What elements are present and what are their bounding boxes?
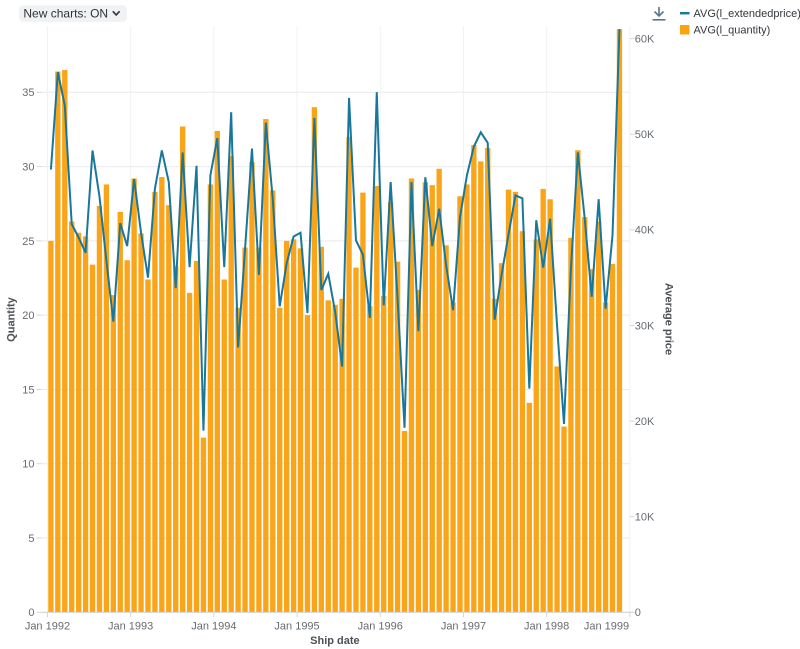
svg-text:15: 15 <box>22 384 34 396</box>
svg-text:40K: 40K <box>635 225 655 237</box>
svg-text:20K: 20K <box>635 416 655 428</box>
svg-text:60K: 60K <box>635 34 655 46</box>
svg-text:Jan 1998: Jan 1998 <box>524 621 569 633</box>
svg-text:Jan 1992: Jan 1992 <box>25 621 70 633</box>
svg-text:30K: 30K <box>635 320 655 332</box>
svg-text:Jan 1993: Jan 1993 <box>108 621 153 633</box>
svg-text:Jan 1999: Jan 1999 <box>584 621 629 633</box>
svg-text:Average price: Average price <box>663 283 675 355</box>
svg-text:AVG(l_extendedprice): AVG(l_extendedprice) <box>694 8 800 20</box>
svg-text:5: 5 <box>28 533 34 545</box>
svg-text:0: 0 <box>635 607 641 619</box>
svg-text:Jan 1997: Jan 1997 <box>441 621 486 633</box>
svg-text:Ship date: Ship date <box>310 635 360 647</box>
svg-text:Quantity: Quantity <box>6 296 18 341</box>
svg-text:Jan 1996: Jan 1996 <box>358 621 403 633</box>
svg-text:50K: 50K <box>635 129 655 141</box>
svg-text:New charts: ON: New charts: ON <box>23 6 108 20</box>
svg-text:Jan 1995: Jan 1995 <box>274 621 319 633</box>
svg-text:AVG(l_quantity): AVG(l_quantity) <box>694 25 771 37</box>
svg-text:0: 0 <box>28 607 34 619</box>
svg-text:30: 30 <box>22 161 34 173</box>
svg-text:10: 10 <box>22 459 34 471</box>
svg-text:20: 20 <box>22 310 34 322</box>
svg-text:Jan 1994: Jan 1994 <box>191 621 236 633</box>
svg-text:35: 35 <box>22 87 34 99</box>
svg-text:25: 25 <box>22 236 34 248</box>
svg-text:10K: 10K <box>635 512 655 524</box>
